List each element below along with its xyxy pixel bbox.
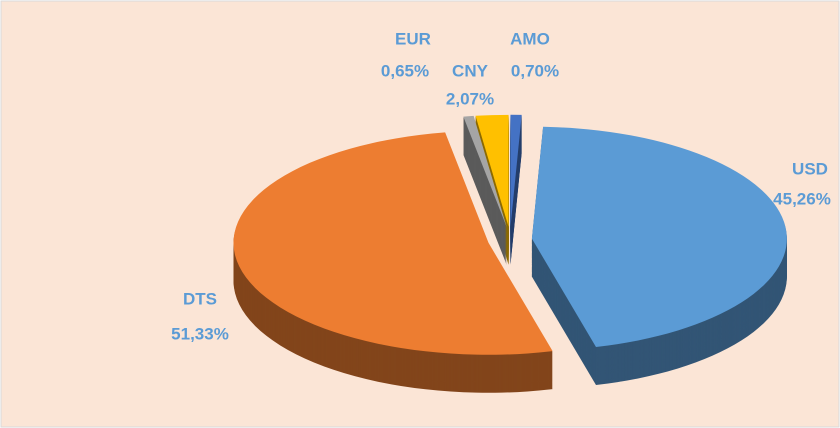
- slice-side: [463, 121, 507, 233]
- slice-side: [463, 128, 507, 240]
- data-label-name: EUR: [395, 29, 431, 48]
- slice-side: [463, 145, 507, 257]
- slice-side: [463, 122, 507, 234]
- slice-side: [463, 149, 507, 261]
- data-label-value: 0,65%: [381, 61, 429, 80]
- data-label-value: 45,26%: [773, 189, 831, 208]
- data-label-value: 51,33%: [171, 324, 229, 343]
- slice: [510, 114, 522, 227]
- slice-side: [463, 116, 507, 228]
- slice-side: [463, 127, 507, 239]
- slice-side: [463, 139, 507, 251]
- slice: [531, 126, 787, 348]
- slice-side: [463, 136, 507, 248]
- slice-side: [463, 153, 507, 265]
- data-label-name: AMO: [510, 29, 550, 48]
- slice: [233, 132, 553, 355]
- slice-side: [463, 135, 507, 247]
- slice-side: [463, 142, 507, 254]
- slice-side: [463, 132, 507, 244]
- slice-side: [463, 147, 507, 259]
- slice-side: [463, 129, 507, 241]
- slice-side: [463, 134, 507, 246]
- slice-side: [463, 119, 507, 231]
- slice-side: [463, 120, 507, 232]
- slice-side: [463, 148, 507, 260]
- slice-side: [463, 117, 507, 229]
- slice-side: [463, 124, 507, 236]
- slice-side: [463, 125, 507, 237]
- data-label-value: 2,07%: [446, 89, 494, 108]
- slice-side: [463, 146, 507, 258]
- slice-side: [463, 140, 507, 252]
- slice-side: [463, 133, 507, 245]
- slice-side: [463, 143, 507, 255]
- slice-side: [463, 123, 507, 235]
- slice-side: [463, 130, 507, 242]
- slice-side: [463, 141, 507, 253]
- data-label-name: USD: [792, 159, 828, 178]
- slice-side: [463, 150, 507, 262]
- slice-side: [463, 118, 507, 230]
- slice-side: [463, 152, 507, 264]
- slice-side: [463, 144, 507, 256]
- slice: [475, 114, 509, 227]
- data-label-name: CNY: [452, 61, 489, 80]
- slice-side: [463, 138, 507, 250]
- slice-side: [463, 131, 507, 243]
- slice: [463, 115, 507, 227]
- slice-side: [463, 151, 507, 263]
- data-label-value: 0,70%: [511, 61, 559, 80]
- data-label-name: DTS: [183, 289, 217, 308]
- slice-side: [463, 137, 507, 249]
- slice-side: [463, 126, 507, 238]
